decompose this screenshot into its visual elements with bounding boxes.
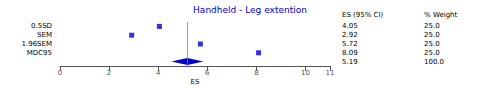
svg-text:5.72: 5.72 [342, 40, 358, 48]
svg-text:4.05: 4.05 [342, 22, 358, 30]
svg-text:25.0: 25.0 [424, 31, 440, 39]
svg-text:0.5SD: 0.5SD [31, 22, 52, 30]
svg-text:% Weight: % Weight [424, 11, 458, 19]
svg-text:4: 4 [156, 69, 161, 77]
svg-text:25.0: 25.0 [424, 22, 440, 30]
svg-text:10: 10 [301, 69, 310, 77]
svg-text:25.0: 25.0 [424, 49, 440, 57]
svg-text:2: 2 [107, 69, 111, 77]
svg-text:0: 0 [58, 69, 62, 77]
svg-text:6: 6 [205, 69, 210, 77]
svg-text:2.92: 2.92 [342, 31, 358, 39]
svg-text:25.0: 25.0 [424, 40, 440, 48]
svg-text:ES (95% CI): ES (95% CI) [342, 11, 384, 19]
svg-text:MDC95: MDC95 [27, 49, 52, 57]
svg-text:100.0: 100.0 [424, 58, 444, 66]
svg-text:Handheld - Leg extention: Handheld - Leg extention [193, 5, 307, 15]
svg-text:11: 11 [326, 69, 335, 77]
svg-text:5.19: 5.19 [342, 58, 358, 66]
svg-text:8: 8 [254, 69, 258, 77]
svg-text:1.96SEM: 1.96SEM [22, 40, 53, 48]
svg-text:SEM: SEM [37, 31, 52, 39]
svg-text:ES: ES [191, 78, 200, 86]
svg-text:8.09: 8.09 [342, 49, 358, 57]
